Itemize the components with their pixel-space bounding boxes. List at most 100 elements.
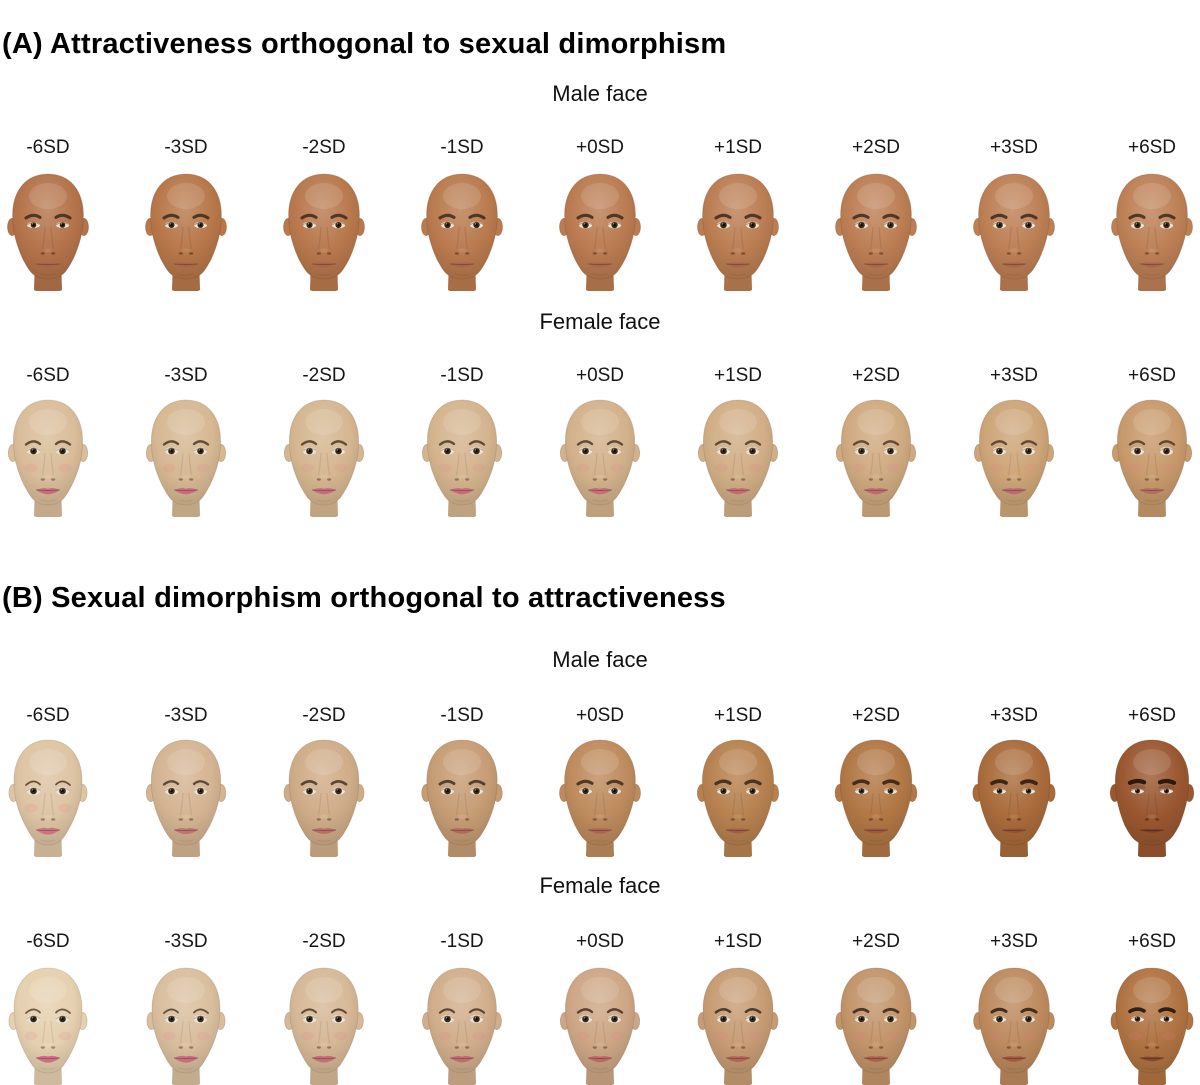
sd-label: +3SD [989,704,1039,726]
face-image [559,173,641,291]
face-cell [966,393,1062,517]
face-cell [138,733,234,857]
face-image [284,967,364,1085]
sd-label: +3SD [989,930,1039,952]
face-cell [552,393,648,517]
sd-label: +0SD [575,364,625,386]
face-image [835,967,917,1085]
face-image [145,399,227,517]
face-image [7,173,89,291]
face-cell [690,961,786,1085]
face-image [145,173,227,291]
sd-label: -1SD [440,704,484,726]
row-title: Male face [552,80,648,106]
sd-label: -2SD [302,704,346,726]
face-cell [414,167,510,291]
face-image [1109,739,1195,857]
face-image [7,399,89,517]
sd-label: +3SD [989,136,1039,158]
sd-label: +6SD [1127,930,1177,952]
sd-label: -1SD [440,136,484,158]
face-cell [276,961,372,1085]
row-title: Female face [539,308,661,334]
face-row [0,733,1200,857]
face-image [697,399,779,517]
face-cell [1104,167,1200,291]
sd-label: -6SD [26,704,70,726]
row-title: Male face [552,646,648,672]
face-image [421,739,503,857]
sd-label: -1SD [440,930,484,952]
face-cell [690,393,786,517]
face-cell [552,167,648,291]
sd-label: +0SD [575,930,625,952]
face-cell [0,167,96,291]
face-cell [414,393,510,517]
face-cell [138,393,234,517]
sd-label: -6SD [26,930,70,952]
face-image [422,967,502,1085]
sd-label: -2SD [302,364,346,386]
sd-label: -3SD [164,704,208,726]
face-cell [414,961,510,1085]
sd-label: +1SD [713,136,763,158]
sd-label: +1SD [713,364,763,386]
face-cell [552,961,648,1085]
sd-label: +0SD [575,136,625,158]
face-image [559,739,641,857]
sd-label: +6SD [1127,364,1177,386]
face-cell [138,961,234,1085]
face-cell [1104,733,1200,857]
face-cell [1104,961,1200,1085]
face-image [145,739,227,857]
sd-label: -3SD [164,364,208,386]
face-row [0,167,1200,291]
face-cell [966,733,1062,857]
face-cell [828,393,924,517]
face-image [834,739,918,857]
face-image [559,967,641,1085]
sd-label-row: -6SD -3SD -2SD -1SD +0SD +1SD +2SD +3SD +6SD [0,705,1200,727]
face-row [0,393,1200,517]
face-image [973,173,1055,291]
row-group: Male face -6SD -3SD -2SD -1SD +0SD +1SD +2SD +3S… [0,647,1200,857]
figure: (A) Attractiveness orthogonal to sexual … [0,19,1200,1085]
face-image [8,739,88,857]
sd-label: +3SD [989,364,1039,386]
sd-label: -2SD [302,136,346,158]
face-cell [276,733,372,857]
face-image [559,399,641,517]
sd-label: -6SD [26,364,70,386]
panel-title: (B) Sexual dimorphism orthogonal to attr… [2,581,726,614]
face-image [421,173,503,291]
face-cell [0,393,96,517]
face-image [973,967,1055,1085]
face-cell [0,733,96,857]
sd-label: -1SD [440,364,484,386]
face-cell [690,733,786,857]
sd-label: -2SD [302,930,346,952]
sd-label: -3SD [164,136,208,158]
face-cell [1104,393,1200,517]
row-group: Female face -6SD -3SD -2SD -1SD +0SD +1SD +2SD +… [0,873,1200,1085]
face-image [835,399,917,517]
face-image [835,173,917,291]
face-row [0,961,1200,1085]
panel-title: (A) Attractiveness orthogonal to sexual … [2,28,727,61]
row-title: Female face [539,872,661,898]
face-cell [966,167,1062,291]
face-image [146,967,226,1085]
sd-label-row: -6SD -3SD -2SD -1SD +0SD +1SD +2SD +3SD +6SD [0,365,1200,387]
face-image [1111,173,1193,291]
panel-a: (A) Attractiveness orthogonal to sexual … [0,19,1200,517]
sd-label: +2SD [851,364,901,386]
sd-label: +2SD [851,930,901,952]
sd-label-row: -6SD -3SD -2SD -1SD +0SD +1SD +2SD +3SD +6SD [0,931,1200,953]
sd-label: +2SD [851,136,901,158]
face-image [421,399,503,517]
face-image [1111,399,1193,517]
sd-label: -6SD [26,136,70,158]
face-cell [138,167,234,291]
face-cell [0,961,96,1085]
face-image [697,173,779,291]
